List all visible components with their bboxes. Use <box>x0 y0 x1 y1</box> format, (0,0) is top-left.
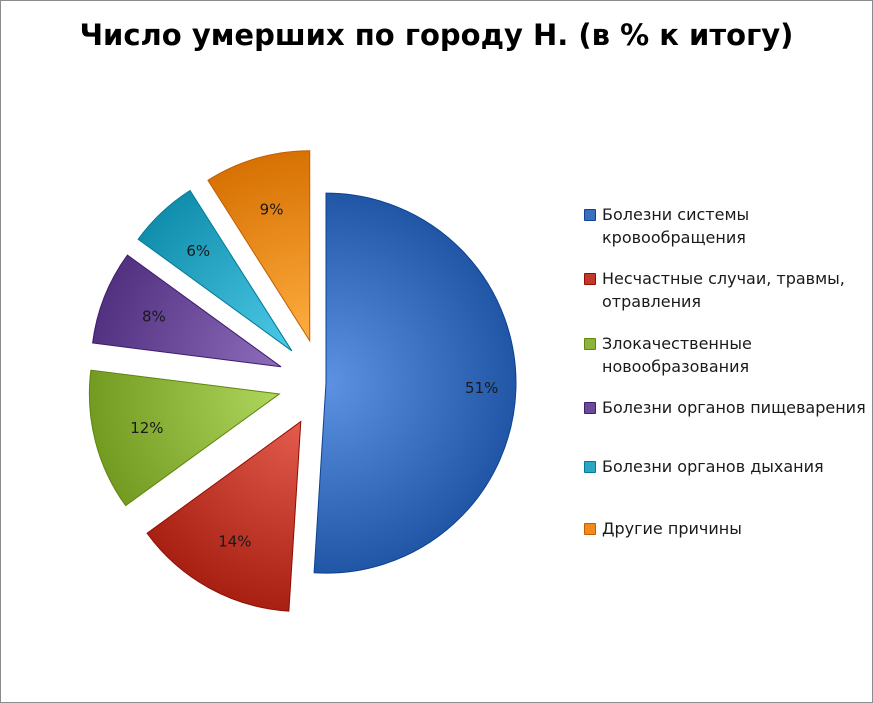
pie-slice-5 <box>137 189 293 352</box>
pie-slice-6 <box>207 150 311 343</box>
pie-slice-1 <box>313 192 517 574</box>
legend-label: Болезни органов дыхания <box>602 457 824 476</box>
pie-data-labels: 51% 14% 12% 8% 6% 9% <box>130 200 498 550</box>
legend-swatch <box>584 402 596 414</box>
legend-swatch <box>584 273 596 285</box>
legend-label: Болезни системы кровообращения <box>602 205 750 247</box>
data-label-1: 51% <box>465 379 498 397</box>
pie-slice-3 <box>88 369 281 507</box>
legend-item-1: Болезни системы кровообращения <box>584 203 869 249</box>
legend-item-6: Другие причины <box>584 517 869 540</box>
pie-slice-2 <box>146 420 302 612</box>
data-label-3: 12% <box>130 419 163 437</box>
data-label-2: 14% <box>218 532 251 550</box>
legend-swatch <box>584 461 596 473</box>
data-label-6: 9% <box>260 200 284 218</box>
legend-item-3: Злокачественные новообразования <box>584 332 869 378</box>
legend-label: Другие причины <box>602 519 742 538</box>
legend-swatch <box>584 209 596 221</box>
legend-label: Несчастные случаи, травмы, отравления <box>602 269 845 311</box>
legend-item-4: Болезни органов пищеварения <box>584 396 869 419</box>
legend-item-5: Болезни органов дыхания <box>584 455 869 478</box>
data-label-4: 8% <box>142 307 166 325</box>
chart-title: Число умерших по городу Н. (в % к итогу) <box>79 18 794 52</box>
legend-swatch <box>584 338 596 350</box>
data-label-5: 6% <box>186 242 210 260</box>
legend-item-2: Несчастные случаи, травмы, отравления <box>584 267 869 313</box>
legend-swatch <box>584 523 596 535</box>
pie-slices <box>88 150 517 612</box>
legend-label: Злокачественные новообразования <box>602 334 752 376</box>
pie-slice-4 <box>92 254 282 368</box>
legend-label: Болезни органов пищеварения <box>602 398 866 417</box>
